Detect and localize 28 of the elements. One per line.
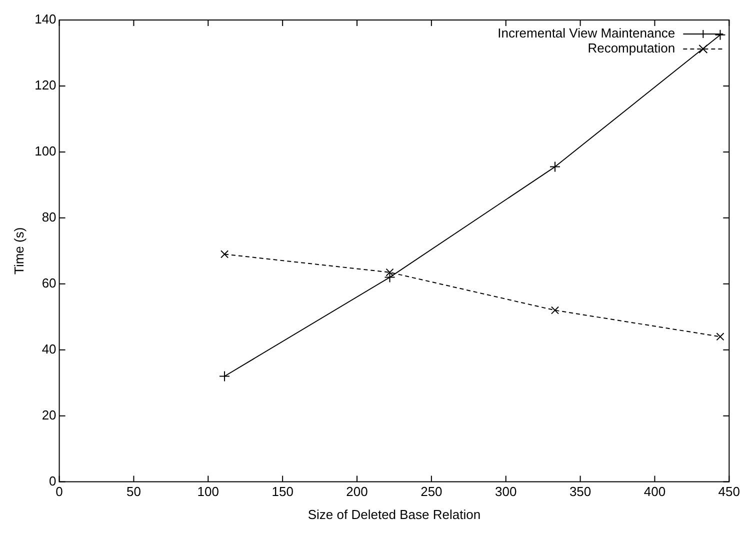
y-tick-label: 100: [34, 144, 56, 159]
y-tick-label: 20: [42, 407, 56, 422]
point: [714, 29, 726, 40]
x-tick-label: 350: [569, 484, 592, 500]
point: [384, 272, 396, 283]
y-tick-label: 80: [42, 209, 56, 224]
x-tick-label: 400: [644, 484, 666, 500]
x-tick-label: 100: [197, 484, 219, 500]
x-tick-label: 300: [495, 484, 517, 500]
x-tick-label: 50: [126, 484, 141, 500]
legend-label: Incremental View Maintenance: [498, 26, 676, 41]
y-tick-label: 140: [34, 12, 56, 27]
point: [716, 332, 724, 341]
y-tick-label: 40: [42, 341, 56, 356]
x-tick-label: 150: [272, 484, 294, 500]
x-tick-label: 200: [346, 484, 368, 500]
y-tick-label: 60: [42, 275, 56, 290]
point: [220, 250, 229, 258]
legend-label: Recomputation: [588, 40, 676, 56]
y-tick-label: 120: [34, 78, 56, 93]
point: [219, 370, 230, 382]
point: [549, 161, 560, 172]
y-axis-title: Time (s): [11, 227, 26, 274]
x-tick-label: 450: [718, 484, 740, 500]
point: [550, 306, 560, 314]
x-tick-label: 250: [420, 484, 442, 500]
x-axis-title: Size of Deleted Base Relation: [308, 506, 481, 522]
y-tick-label: 0: [49, 473, 56, 488]
